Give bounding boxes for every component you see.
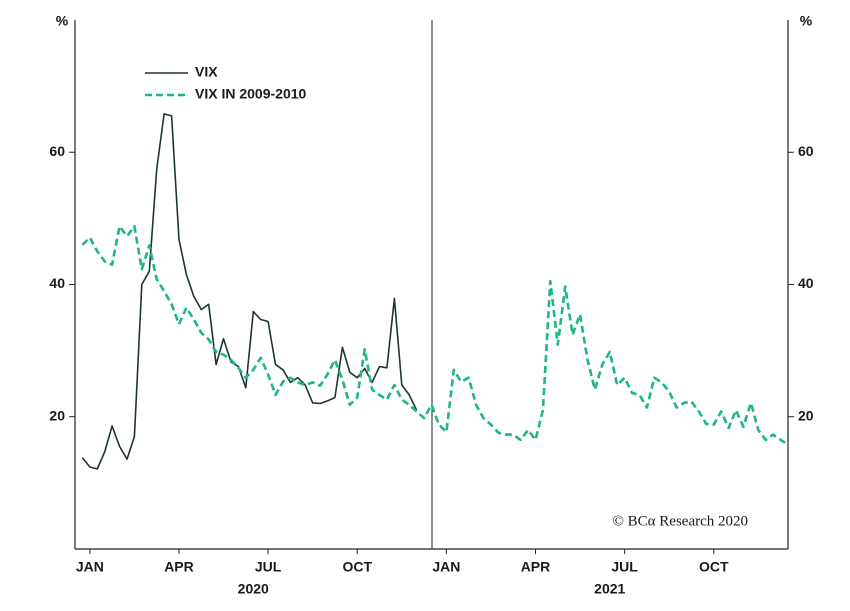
x-tick-label: OCT: [699, 559, 729, 575]
year-label: 2021: [594, 581, 625, 597]
source: © BCα Research 2020: [613, 513, 748, 529]
year-label: 2020: [238, 581, 269, 597]
y2-tick-label: 20: [798, 407, 814, 423]
x-tick-label: JAN: [432, 559, 460, 575]
y2-tick-label: 60: [798, 143, 814, 159]
x-tick-label: JUL: [611, 559, 638, 575]
y-tick-label: 40: [49, 275, 65, 291]
series-line: [81, 225, 789, 446]
y-tick-label: 60: [49, 143, 65, 159]
legend-label: VIX: [195, 64, 218, 80]
legend-label: VIX IN 2009-2010: [195, 86, 307, 102]
y2-tick-label: 40: [798, 275, 814, 291]
x-tick-label: APR: [164, 559, 194, 575]
series-line: [81, 113, 418, 470]
y2-axis-label: %: [800, 13, 813, 29]
x-tick-label: OCT: [342, 559, 372, 575]
x-tick-label: APR: [521, 559, 551, 575]
x-tick-label: JAN: [76, 559, 104, 575]
y-axis-label: %: [56, 13, 69, 29]
y-tick-label: 20: [49, 407, 65, 423]
x-tick-label: JUL: [255, 559, 282, 575]
